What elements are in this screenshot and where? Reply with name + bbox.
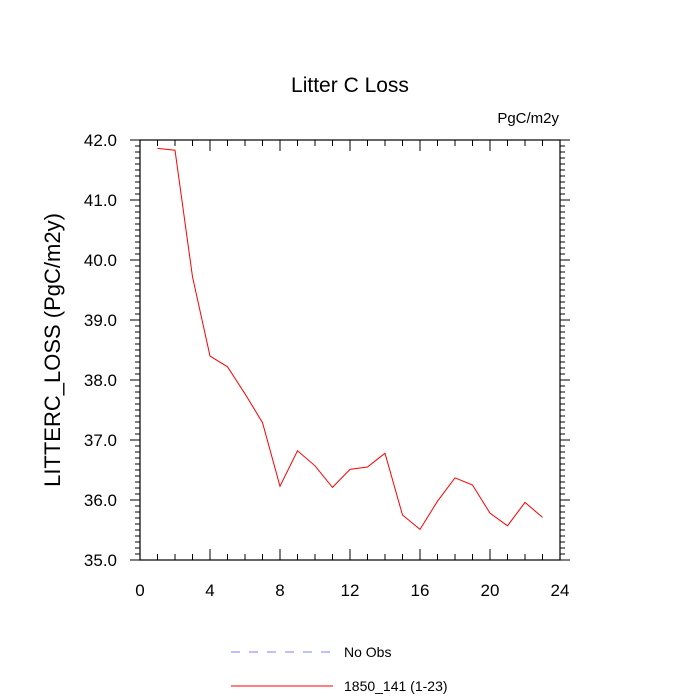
legend: No Obs 1850_141 (1-23) [231,644,448,694]
y-tick-label: 42.0 [84,131,117,150]
plot-area [139,139,561,561]
y-tick-label: 36.0 [84,491,117,510]
legend-label: No Obs [344,644,391,660]
x-tick-label: 4 [205,581,214,600]
x-tick-label: 16 [411,581,430,600]
axis-ticks: 0 4 8 12 16 20 24 35.0 36.0 37.0 38.0 39.0 40.0 41.0 4… [84,131,570,600]
x-tick-label: 24 [551,581,570,600]
y-tick-label: 39.0 [84,311,117,330]
y-tick-label: 40.0 [84,251,117,270]
y-tick-label: 37.0 [84,431,117,450]
x-tick-label: 12 [341,581,360,600]
x-tick-label: 20 [481,581,500,600]
y-tick-label: 35.0 [84,551,117,570]
x-tick-label: 8 [275,581,284,600]
y-tick-label: 41.0 [84,191,117,210]
legend-label: 1850_141 (1-23) [344,678,448,694]
x-tick-label: 0 [135,581,144,600]
series-lines [157,147,543,531]
y-tick-label: 38.0 [84,371,117,390]
chart-title: Litter C Loss [291,74,409,97]
units-label: PgC/m2y [497,110,559,127]
y-axis-label: LITTERC_LOSS (PgC/m2y) [40,213,65,487]
series-line [157,147,543,531]
plot-frame [139,139,561,561]
